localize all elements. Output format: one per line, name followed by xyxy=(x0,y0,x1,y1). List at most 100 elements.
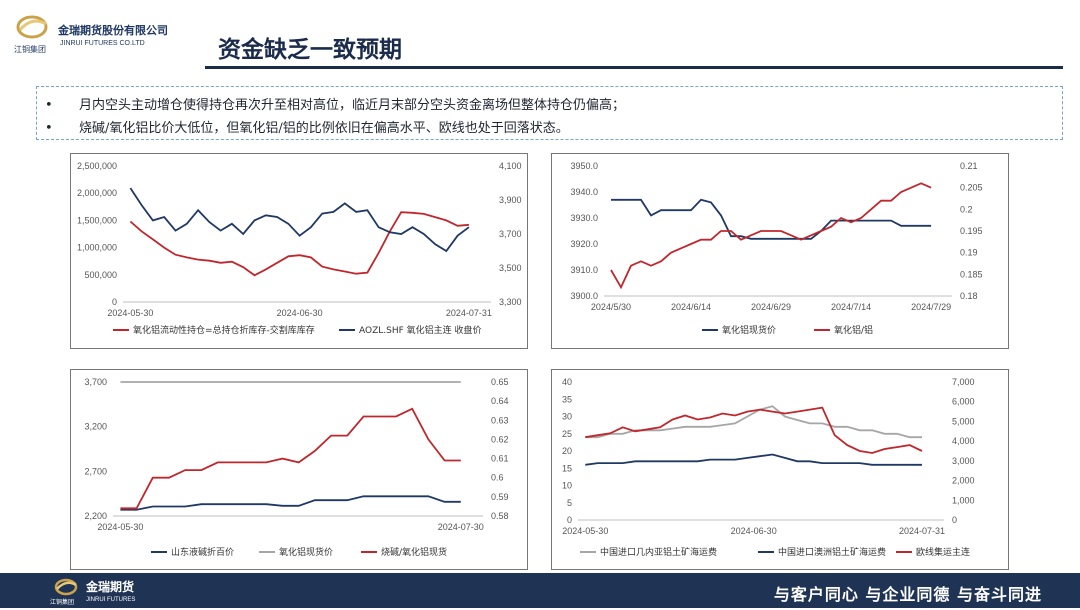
summary-box: • 月内空头主动增仓使得持仓再次升至相对高位，临近月末部分空头资金离场但整体持仓仍… xyxy=(36,86,1063,140)
company-logo: 金瑞期货股份有限公司 JINRUI FUTURES CO.LTD 江铜集团 xyxy=(6,12,216,58)
y-tick-label-left: 30 xyxy=(562,412,572,422)
y-tick-label-left: 3,700 xyxy=(84,377,107,387)
x-tick-label: 2024-05-30 xyxy=(97,522,143,532)
legend-label: 中国进口几内亚铝土矿海运费 xyxy=(600,546,717,558)
y-tick-label-left: 25 xyxy=(562,429,572,439)
y-tick-label-left: 3930.0 xyxy=(570,213,598,223)
x-tick-label: 2024-07-30 xyxy=(438,522,484,532)
y-tick-label-right: 0 xyxy=(952,515,957,525)
y-tick-label-left: 10 xyxy=(562,481,572,491)
company-name-en: JINRUI FUTURES CO.LTD xyxy=(60,40,145,47)
footer-brand-cn: 金瑞期货 xyxy=(85,579,134,594)
x-tick-label: 2024-05-30 xyxy=(107,308,153,318)
y-tick-label-right: 0.64 xyxy=(491,396,509,406)
y-tick-label-right: 4,000 xyxy=(952,436,975,446)
y-tick-label-right: 5,000 xyxy=(952,416,975,426)
series-line-3 xyxy=(120,407,461,510)
x-tick-label: 2024-06-30 xyxy=(277,308,323,318)
y-tick-label-left: 2,700 xyxy=(84,466,107,476)
y-tick-label-right: 4,100 xyxy=(499,161,522,171)
x-tick-label: 2024-07-31 xyxy=(899,526,945,536)
y-tick-label-left: 2,500,000 xyxy=(77,161,117,171)
y-tick-label-right: 3,500 xyxy=(499,263,522,273)
footer-logo: 金瑞期货 JINRUI FUTURES 江铜集团 xyxy=(48,576,208,606)
title-divider xyxy=(205,66,1063,69)
x-tick-label: 2024/6/14 xyxy=(671,302,711,312)
chart-panel-1: 2,500,000 2,000,000 1,500,000 1,000,000 500,… xyxy=(70,153,528,349)
jinrui-emblem-icon xyxy=(16,15,48,39)
footer-bar: 金瑞期货 JINRUI FUTURES 江铜集团 与客户同心 与企业同德 与奋斗… xyxy=(0,573,1080,608)
y-tick-label-right: 0.6 xyxy=(491,473,504,483)
series-line-1 xyxy=(129,211,469,277)
series-line-2 xyxy=(585,453,922,466)
x-tick-label: 2024/5/30 xyxy=(591,302,631,312)
y-tick-label-left: 3910.0 xyxy=(570,265,598,275)
series-line-1 xyxy=(120,495,461,511)
y-tick-label-left: 1,500,000 xyxy=(77,215,117,225)
y-tick-label-left: 3900.0 xyxy=(570,291,598,301)
y-tick-label-right: 0.62 xyxy=(491,434,509,444)
y-tick-label-left: 2,000,000 xyxy=(77,188,117,198)
y-tick-label-right: 3,000 xyxy=(952,456,975,466)
y-tick-label-left: 0 xyxy=(112,297,117,307)
y-tick-label-right: 0.19 xyxy=(960,248,978,258)
legend-label: 中国进口澳洲铝土矿海运费 xyxy=(778,546,886,558)
y-tick-label-right: 0.63 xyxy=(491,415,509,425)
y-tick-label-right: 3,900 xyxy=(499,195,522,205)
group-name: 江铜集团 xyxy=(14,44,46,54)
chart-panel-3: 3,700 3,200 2,700 2,200 0.65 0.64 0.63 0.62 0.61… xyxy=(70,369,528,570)
legend-label: 氧化铝/铝 xyxy=(834,324,873,336)
y-tick-label-left: 3920.0 xyxy=(570,239,598,249)
y-tick-label-left: 5 xyxy=(567,498,572,508)
footer-slogan: 与客户同心 与企业同德 与奋斗同进 xyxy=(773,585,1042,604)
y-tick-label-right: 0.195 xyxy=(960,226,983,236)
x-tick-label: 2024-07-31 xyxy=(446,308,492,318)
footer-brand-en: JINRUI FUTURES xyxy=(86,597,135,603)
x-tick-label: 2024-05-30 xyxy=(562,526,608,536)
bullet-2: • 烧碱/氧化铝比价大低位，但氧化铝/铝的比例依旧在偏高水平、欧线也处于回落状态。 xyxy=(45,121,569,136)
y-tick-label-left: 40 xyxy=(562,377,572,387)
legend-label: 欧线集运主连 xyxy=(916,546,970,558)
y-tick-label-right: 0.185 xyxy=(960,269,983,279)
series-line-2 xyxy=(129,187,470,253)
page-title: 资金缺乏一致预期 xyxy=(218,37,402,63)
y-tick-label-right: 0.18 xyxy=(960,291,978,301)
bullet-1: • 月内空头主动增仓使得持仓再次升至相对高位，临近月末部分空头资金离场但整体持仓仍… xyxy=(45,98,626,113)
legend-label: AOZL.SHF 氧化铝主连 收盘价 xyxy=(359,324,482,336)
legend-label: 氧化铝现货价 xyxy=(722,324,776,336)
y-tick-label-left: 0 xyxy=(567,515,572,525)
y-tick-label-right: 0.65 xyxy=(491,377,509,387)
y-tick-label-right: 7,000 xyxy=(952,377,975,387)
y-tick-label-left: 3,200 xyxy=(84,422,107,432)
y-tick-label-right: 0.21 xyxy=(960,161,978,171)
x-tick-label: 2024-06-30 xyxy=(731,526,777,536)
x-tick-label: 2024/7/14 xyxy=(831,302,871,312)
company-name-cn: 金瑞期货股份有限公司 xyxy=(57,23,168,37)
y-tick-label-right: 3,700 xyxy=(499,229,522,239)
jinrui-emblem-icon xyxy=(54,578,78,596)
chart-panel-2: 3950.0 3940.0 3930.0 3920.0 3910.0 3900.0 0.21… xyxy=(551,153,1009,349)
footer-group-name: 江铜集团 xyxy=(50,598,74,606)
y-tick-label-left: 15 xyxy=(562,463,572,473)
y-tick-label-left: 1,000,000 xyxy=(77,243,117,253)
y-tick-label-right: 0.61 xyxy=(491,454,509,464)
series-line-3 xyxy=(585,406,923,454)
y-tick-label-right: 3,300 xyxy=(499,297,522,307)
chart-panel-4: 40 35 30 25 20 15 10 5 0 7,000 6,000 5,000 4,000 3,00… xyxy=(551,369,1009,570)
y-tick-label-right: 2,000 xyxy=(952,476,975,486)
x-tick-label: 2024/6/29 xyxy=(751,302,791,312)
legend-label: 烧碱/氧化铝现货 xyxy=(381,546,447,558)
y-tick-label-right: 1,000 xyxy=(952,495,975,505)
legend-label: 氧化铝现货价 xyxy=(279,546,333,558)
y-tick-label-right: 0.2 xyxy=(960,204,973,214)
y-tick-label-left: 3940.0 xyxy=(570,187,598,197)
y-tick-label-left: 2,200 xyxy=(84,511,107,521)
series-line-1 xyxy=(611,198,932,240)
y-tick-label-left: 35 xyxy=(562,394,572,404)
y-tick-label-right: 0.205 xyxy=(960,183,983,193)
y-tick-label-left: 20 xyxy=(562,446,572,456)
legend-label: 氧化铝流动性持仓=总持仓折库存-交割库库存 xyxy=(133,324,315,336)
y-tick-label-right: 0.58 xyxy=(491,511,509,521)
y-tick-label-left: 3950.0 xyxy=(570,161,598,171)
legend-label: 山东液碱折百价 xyxy=(171,546,234,558)
